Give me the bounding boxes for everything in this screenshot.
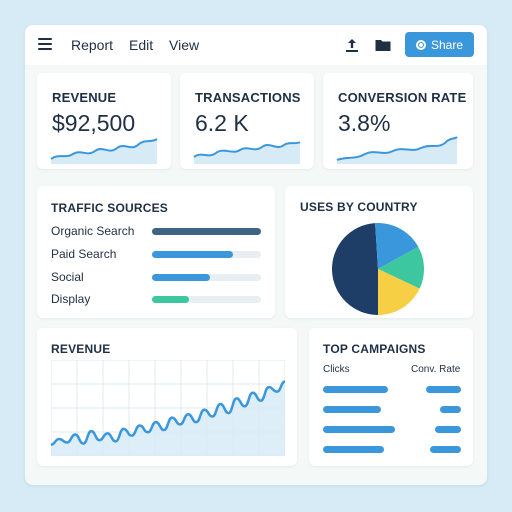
traffic-label: Social (51, 270, 84, 284)
revenue-chart-title: REVENUE (51, 342, 111, 356)
kpi-label: CONVERSION RATE (338, 90, 467, 105)
dashboard-window: Report Edit View Share REVENUE $92,500 T… (25, 25, 487, 485)
traffic-bar (152, 296, 190, 303)
campaign-clicks-bar (323, 406, 381, 413)
traffic-label: Display (51, 292, 91, 306)
top-campaigns-card: TOP CAMPAIGNS Clicks Conv. Rate (309, 328, 473, 466)
country-title: USES BY COUNTRY (300, 200, 418, 214)
kpi-value: 6.2 K (195, 110, 249, 136)
menu-report[interactable]: Report (71, 37, 114, 53)
menu-icon[interactable] (38, 38, 52, 50)
kpi-card-transactions: TRANSACTIONS 6.2 K (180, 73, 314, 169)
campaign-clicks-bar (323, 446, 384, 453)
menu-edit[interactable]: Edit (129, 37, 154, 53)
traffic-sources-card: TRAFFIC SOURCES Organic Search Paid Sear… (37, 186, 275, 318)
traffic-bar (152, 274, 210, 281)
traffic-label: Paid Search (51, 247, 117, 261)
pie-slice (331, 223, 378, 315)
share-icon (415, 39, 426, 50)
campaign-clicks-bar (323, 426, 395, 433)
campaign-clicks-bar (323, 386, 388, 393)
traffic-label: Organic Search (51, 224, 135, 238)
campaign-rate-bar (430, 446, 461, 453)
conversion-sparkline (336, 136, 458, 164)
revenue-area (51, 381, 285, 456)
top-campaigns-title: TOP CAMPAIGNS (323, 342, 426, 356)
clicks-column-header: Clicks (323, 364, 350, 375)
traffic-row: Organic Search (51, 224, 266, 238)
menu-view[interactable]: View (169, 37, 200, 53)
pie-slice (375, 223, 419, 269)
traffic-sources-title: TRAFFIC SOURCES (51, 201, 168, 215)
pie-slice (378, 246, 424, 289)
revenue-line-chart (51, 360, 285, 456)
traffic-row: Display (51, 292, 266, 306)
revenue-line (51, 380, 285, 446)
share-label: Share (430, 37, 464, 52)
upload-icon[interactable] (343, 36, 361, 54)
country-pie-chart (331, 223, 424, 315)
kpi-value: $92,500 (52, 110, 136, 136)
kpi-card-conversion-rate: CONVERSION RATE 3.8% (323, 73, 473, 169)
share-button[interactable]: Share (405, 32, 474, 57)
country-card: USES BY COUNTRY (285, 186, 473, 318)
traffic-bar-track (152, 296, 261, 303)
kpi-value: 3.8% (338, 110, 391, 136)
traffic-bar-track (152, 251, 261, 258)
traffic-row: Paid Search (51, 247, 266, 261)
conv-rate-column-header: Conv. Rate (411, 364, 461, 375)
kpi-label: REVENUE (52, 90, 117, 105)
traffic-bar-track (152, 274, 261, 281)
pie-slice (378, 269, 420, 315)
campaign-rate-bar (435, 426, 461, 433)
traffic-bar (152, 228, 261, 235)
kpi-card-revenue: REVENUE $92,500 (37, 73, 171, 169)
kpi-label: TRANSACTIONS (195, 90, 301, 105)
revenue-chart-card: REVENUE (37, 328, 297, 466)
traffic-row: Social (51, 270, 266, 284)
revenue-sparkline (50, 138, 158, 164)
toolbar: Report Edit View Share (25, 25, 487, 65)
campaign-rate-bar (426, 386, 461, 393)
folder-icon[interactable] (374, 36, 392, 54)
traffic-bar-track (152, 228, 261, 235)
traffic-bar (152, 251, 233, 258)
campaign-rate-bar (439, 406, 461, 413)
transactions-sparkline (193, 141, 301, 164)
